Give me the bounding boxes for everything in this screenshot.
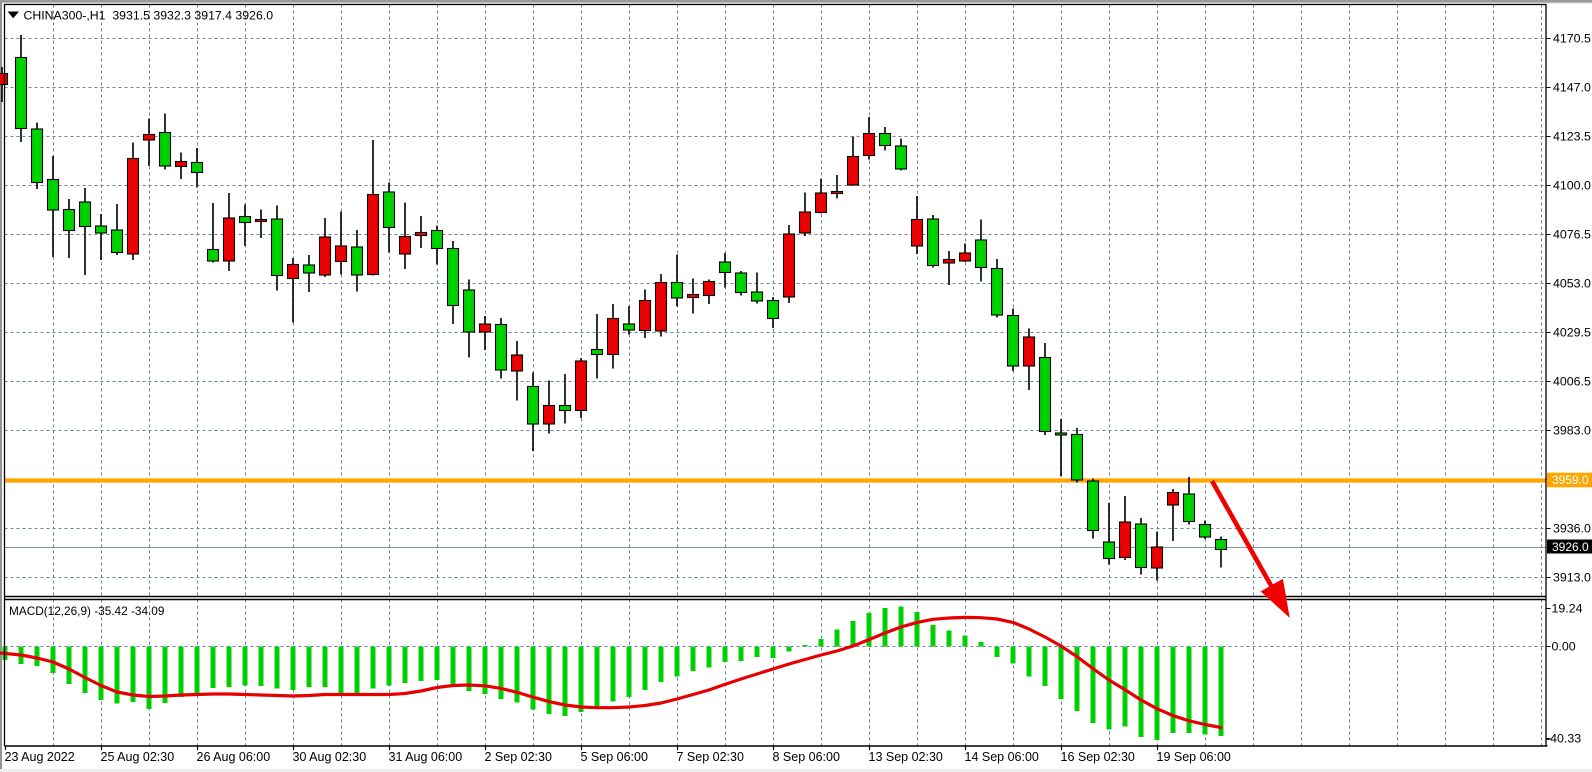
svg-text:13 Sep 02:30: 13 Sep 02:30 (869, 750, 943, 764)
svg-text:4006.5: 4006.5 (1553, 375, 1591, 389)
svg-text:4053.0: 4053.0 (1553, 277, 1591, 291)
svg-text:19.24: 19.24 (1552, 602, 1583, 616)
svg-text:CHINA300-,H1 3931.5 3932.3 39: CHINA300-,H1 3931.5 3932.3 3917.4 3926.0 (24, 8, 274, 22)
svg-text:MACD(12,26,9) -35.42 -34.09: MACD(12,26,9) -35.42 -34.09 (9, 604, 164, 618)
svg-text:31 Aug 06:00: 31 Aug 06:00 (389, 750, 463, 764)
svg-text:3913.0: 3913.0 (1553, 571, 1591, 585)
svg-text:4100.0: 4100.0 (1553, 179, 1591, 193)
svg-text:0.00: 0.00 (1552, 640, 1576, 654)
svg-text:3959.0: 3959.0 (1552, 473, 1589, 487)
svg-text:4170.5: 4170.5 (1553, 32, 1591, 46)
svg-text:3936.0: 3936.0 (1553, 522, 1591, 536)
svg-text:19 Sep 06:00: 19 Sep 06:00 (1157, 750, 1231, 764)
svg-text:4029.5: 4029.5 (1553, 326, 1591, 340)
svg-text:2 Sep 02:30: 2 Sep 02:30 (485, 750, 552, 764)
svg-text:26 Aug 06:00: 26 Aug 06:00 (197, 750, 271, 764)
svg-text:3926.0: 3926.0 (1552, 540, 1589, 554)
svg-text:25 Aug 02:30: 25 Aug 02:30 (101, 750, 175, 764)
svg-text:30 Aug 02:30: 30 Aug 02:30 (293, 750, 367, 764)
svg-text:4076.5: 4076.5 (1553, 228, 1591, 242)
svg-text:4123.5: 4123.5 (1553, 130, 1591, 144)
svg-text:7 Sep 02:30: 7 Sep 02:30 (677, 750, 744, 764)
svg-text:14 Sep 06:00: 14 Sep 06:00 (965, 750, 1039, 764)
svg-text:4147.0: 4147.0 (1553, 81, 1591, 95)
svg-text:5 Sep 06:00: 5 Sep 06:00 (581, 750, 648, 764)
svg-text:16 Sep 02:30: 16 Sep 02:30 (1061, 750, 1135, 764)
svg-text:-40.33: -40.33 (1546, 732, 1581, 746)
svg-text:8 Sep 06:00: 8 Sep 06:00 (773, 750, 840, 764)
svg-text:23 Aug 2022: 23 Aug 2022 (5, 750, 75, 764)
svg-text:3983.0: 3983.0 (1553, 424, 1591, 438)
